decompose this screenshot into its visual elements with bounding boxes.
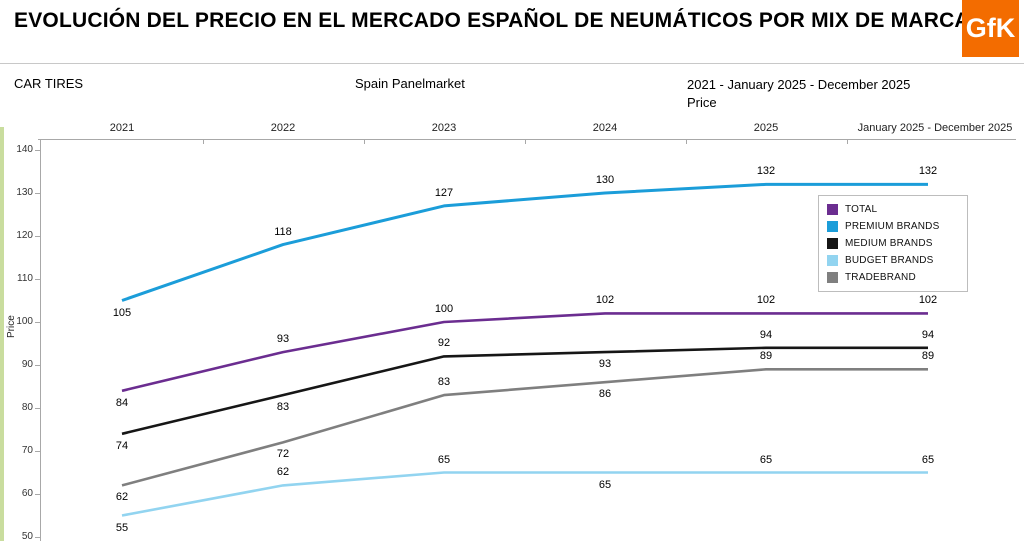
data-label-total: 102 [595, 294, 615, 307]
x-axis-label-2022: 2022 [270, 122, 296, 134]
series-line-premium-brands [121, 182, 928, 302]
legend-item-label: BUDGET BRANDS [845, 255, 934, 266]
y-axis-tick-label: 100 [16, 316, 33, 327]
legend-item-tradebrand: TRADEBRAND [827, 269, 959, 286]
x-axis-tick [846, 139, 848, 144]
legend-swatch-budget-brands [827, 255, 838, 266]
y-axis-tick-label: 120 [16, 230, 33, 241]
data-label-tradebrand: 72 [276, 448, 290, 461]
y-axis-tick [35, 279, 40, 280]
category-label: CAR TIRES [14, 76, 84, 91]
x-axis-label-2024: 2024 [592, 122, 618, 134]
report-title: EVOLUCIÓN DEL PRECIO EN EL MERCADO ESPAÑ… [14, 9, 970, 32]
legend-item-label: TRADEBRAND [845, 272, 916, 283]
data-label-budget-brands: 65 [759, 453, 773, 466]
data-label-tradebrand: 86 [598, 388, 612, 401]
data-label-medium-brands: 94 [759, 328, 773, 341]
y-axis-tick [35, 408, 40, 409]
x-axis-tick [202, 139, 204, 144]
y-axis-tick [35, 537, 40, 538]
data-label-premium-brands: 118 [274, 225, 292, 238]
legend-item-label: TOTAL [845, 204, 878, 215]
legend-swatch-total [827, 204, 838, 215]
data-label-medium-brands: 94 [921, 328, 935, 341]
data-label-medium-brands: 74 [115, 439, 129, 452]
y-axis-tick-label: 50 [21, 531, 33, 541]
data-label-medium-brands: 93 [598, 358, 612, 371]
series-line-budget-brands [121, 471, 928, 517]
data-label-budget-brands: 62 [276, 466, 290, 479]
y-axis-tick-label: 90 [21, 359, 33, 370]
legend-item-premium-brands: PREMIUM BRANDS [827, 218, 959, 235]
y-axis-tick [35, 150, 40, 151]
data-label-premium-brands: 130 [595, 174, 615, 186]
y-axis-tick [35, 322, 40, 323]
header-divider [0, 63, 1024, 64]
series-line-total [121, 312, 928, 393]
data-label-premium-brands: 132 [756, 165, 776, 178]
left-accent-strip [0, 127, 4, 541]
chart-legend: TOTAL PREMIUM BRANDS MEDIUM BRANDS BUDGET B… [818, 195, 968, 292]
period-block: 2021 - January 2025 - December 2025 Pric… [687, 76, 910, 112]
legend-item-budget-brands: BUDGET BRANDS [827, 252, 959, 269]
legend-swatch-medium-brands [827, 238, 838, 249]
x-axis-label-2023: 2023 [431, 122, 457, 134]
y-axis-tick-label: 60 [21, 488, 33, 499]
data-label-tradebrand: 89 [759, 350, 773, 363]
series-line-tradebrand [121, 367, 928, 487]
legend-swatch-tradebrand [827, 272, 838, 283]
y-axis-tick [35, 451, 40, 452]
x-axis-tick [524, 139, 526, 144]
x-axis-label-january-2025---december-2025: January 2025 - December 2025 [857, 122, 1013, 134]
x-axis-tick [363, 139, 365, 144]
data-label-budget-brands: 65 [921, 453, 935, 466]
data-label-budget-brands: 55 [115, 521, 129, 534]
data-label-total: 100 [434, 303, 454, 315]
x-axis-tick [685, 139, 687, 144]
data-label-budget-brands: 65 [598, 478, 612, 491]
legend-item-medium-brands: MEDIUM BRANDS [827, 235, 959, 252]
y-axis-tick-label: 140 [16, 144, 33, 155]
series-line-medium-brands [121, 346, 928, 436]
y-axis-tick [35, 365, 40, 366]
y-axis-tick-label: 80 [21, 402, 33, 413]
fact-label: Price [687, 95, 717, 110]
data-label-budget-brands: 65 [437, 453, 451, 466]
market-label: Spain Panelmarket [355, 76, 465, 91]
data-label-premium-brands: 132 [918, 165, 938, 178]
data-label-tradebrand: 89 [921, 350, 935, 363]
x-axis-label-2021: 2021 [109, 122, 135, 134]
data-label-medium-brands: 83 [276, 401, 290, 414]
y-axis-tick-label: 70 [21, 445, 33, 456]
y-axis-line [40, 139, 41, 541]
data-label-total: 84 [115, 396, 129, 409]
y-axis-tick [35, 494, 40, 495]
legend-item-label: MEDIUM BRANDS [845, 238, 933, 249]
data-label-premium-brands: 127 [434, 186, 454, 199]
data-label-total: 93 [276, 333, 290, 346]
data-label-total: 102 [918, 294, 938, 307]
data-label-total: 102 [756, 294, 776, 307]
y-axis-tick [35, 193, 40, 194]
y-axis-tick [35, 236, 40, 237]
y-axis-tick-label: 110 [17, 273, 33, 284]
legend-item-label: PREMIUM BRANDS [845, 221, 940, 232]
data-label-tradebrand: 62 [115, 491, 129, 504]
legend-swatch-premium-brands [827, 221, 838, 232]
data-label-premium-brands: 105 [112, 306, 132, 319]
data-label-medium-brands: 92 [437, 337, 451, 350]
x-axis-label-2025: 2025 [753, 122, 779, 134]
y-axis-tick-label: 130 [16, 187, 33, 198]
period-label: 2021 - January 2025 - December 2025 [687, 77, 911, 92]
data-label-tradebrand: 83 [437, 376, 451, 389]
gfk-logo: GfK [962, 0, 1019, 57]
x-axis-line [38, 139, 1016, 140]
legend-item-total: TOTAL [827, 201, 959, 218]
